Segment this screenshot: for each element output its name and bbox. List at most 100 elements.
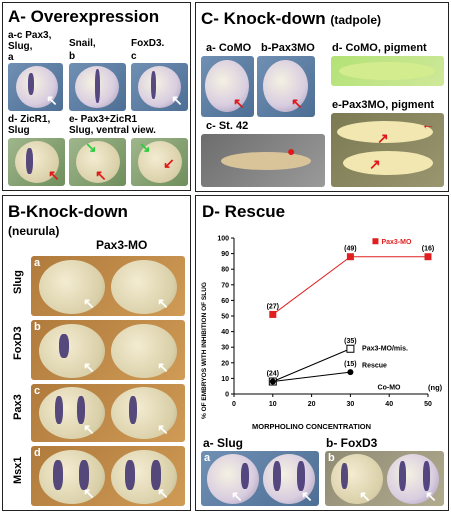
data-label: (16)	[422, 246, 434, 253]
panel-c-subtitle: (tadpole)	[330, 13, 382, 27]
arrow-icon: ↖	[291, 95, 303, 111]
x-tick-label: 50	[424, 401, 432, 408]
image-c-a-como: ↖	[201, 56, 254, 117]
arrow-icon: ↖	[231, 488, 243, 504]
arrow-icon: ↖	[46, 92, 58, 108]
y-tick-label: 20	[221, 360, 229, 367]
legend-label: Pax3-MO/mis.	[362, 345, 408, 352]
label-c-letter: c	[131, 51, 137, 62]
panel-c-title-text: C- Knock-down	[201, 9, 326, 28]
label-a-letter: a	[8, 52, 14, 63]
image-d-b-letter: b	[328, 452, 335, 464]
arrow-icon: ↘	[139, 139, 151, 155]
arrow-icon: ↖	[83, 359, 95, 375]
data-label: (27)	[267, 303, 279, 310]
image-d-zicr1-slug: ↖	[8, 138, 65, 186]
panel-a-title: A- Overexpression	[8, 7, 160, 26]
y-tick-label: 50	[221, 314, 229, 321]
image-b-row-d: d ↖ ↖	[31, 446, 185, 506]
data-point	[346, 253, 354, 261]
label-e-line1: e- Pax3+ZicR1	[69, 114, 138, 125]
label-c-line1: FoxD3.	[131, 38, 165, 49]
y-tick-label: 80	[221, 267, 229, 274]
legend-label: Pax3-MO	[381, 239, 412, 246]
label-d-b: b- FoxD3	[326, 436, 378, 450]
arrow-icon: ↙	[163, 155, 175, 171]
arrow-icon: ↗	[377, 130, 389, 146]
image-e2-pax3-zicr1: ↘ ↙	[131, 138, 188, 186]
y-axis-label: % OF EMBRYOS WITH INHIBITION OF SLUG	[201, 282, 208, 419]
panel-c-knockdown-tadpole: C- Knock-down (tadpole) a- CoMO b-Pax3MO…	[195, 2, 449, 192]
image-c-pax3-foxd3: ↖	[131, 63, 188, 111]
x-tick-label: 10	[269, 401, 277, 408]
row-letter-d: d	[34, 447, 41, 459]
arrow-icon: ↖	[359, 488, 371, 504]
data-label: (15)	[344, 361, 356, 368]
arrow-icon: ↖	[157, 295, 169, 311]
image-c-b-pax3mo: ↖	[257, 56, 315, 117]
rescue-chart: % OF EMBRYOS WITH INHIBITION OF SLUG MOR…	[201, 236, 443, 432]
panel-b-knockdown-neurula: B-Knock-down (neurula) Pax3-MO Slug a ↖ …	[2, 195, 191, 511]
arrow-icon: ←	[421, 116, 435, 132]
arrow-icon: ↖	[171, 92, 183, 108]
y-tick-label: 60	[221, 298, 229, 305]
arrow-icon: ↖	[95, 167, 107, 183]
data-label: (35)	[344, 338, 356, 345]
row-marker-pax3: Pax3	[12, 394, 24, 420]
label-c-b: b-Pax3MO	[261, 42, 315, 54]
row-marker-foxd3: FoxD3	[12, 326, 24, 360]
x-tick-label: 30	[347, 401, 355, 408]
image-c-d-como-pigment	[331, 56, 444, 86]
y-tick-label: 0	[225, 392, 229, 399]
panel-d-title: D- Rescue	[202, 202, 286, 221]
label-a-line1: a-c Pax3,	[8, 30, 52, 41]
image-b-row-a: a ↖ ↖	[31, 256, 185, 316]
arrow-icon: ↖	[157, 359, 169, 375]
image-d-a-letter: a	[204, 452, 211, 464]
image-b-row-b: b ↖ ↖	[31, 320, 185, 380]
panel-b-title: B-Knock-down	[8, 202, 128, 221]
label-c-c: c- St. 42	[206, 120, 249, 132]
legend-label: Rescue	[362, 362, 387, 369]
row-marker-msx1: Msx1	[12, 456, 24, 484]
image-b-row-c: c ↖ ↖	[31, 384, 185, 442]
image-d-a-slug: a ↖ ↖	[201, 451, 319, 506]
arrow-icon: ↖	[83, 295, 95, 311]
arrow-icon: ↖	[301, 488, 313, 504]
row-letter-b: b	[34, 321, 41, 333]
row-letter-a: a	[34, 257, 41, 269]
arrow-icon: ↖	[157, 485, 169, 501]
arrow-icon: ●	[287, 143, 296, 159]
label-d-line1: d- ZicR1,	[8, 114, 51, 125]
arrow-icon: ↖	[233, 95, 245, 111]
y-tick-label: 10	[221, 376, 229, 383]
label-b-line1: Snail,	[69, 38, 96, 49]
image-c-c-st42: ●	[201, 134, 325, 187]
y-tick-label: 40	[221, 329, 229, 336]
legend-label: Co-MO	[378, 384, 401, 391]
x-tick-label: 40	[385, 401, 393, 408]
row-marker-slug: Slug	[12, 270, 24, 294]
x-axis-label: MORPHOLINO CONCENTRATION	[252, 422, 371, 431]
data-point	[269, 378, 276, 385]
label-d-line2: Slug	[8, 125, 30, 136]
x-tick-label: 20	[308, 401, 316, 408]
label-a-line2: Slug,	[8, 41, 33, 52]
label-e-line2: Slug, ventral view.	[69, 125, 156, 136]
data-point	[269, 310, 277, 318]
panel-c-title: C- Knock-down (tadpole)	[201, 9, 381, 29]
data-point	[346, 344, 355, 353]
legend-marker	[372, 238, 379, 245]
x-axis-unit: (ng)	[428, 383, 443, 392]
label-b-letter: b	[69, 51, 76, 62]
data-point	[347, 369, 354, 376]
image-c-e-pax3mo-pigment: ↗ ← ↗	[331, 113, 444, 187]
arrow-icon: ↖	[48, 167, 60, 183]
data-label: (49)	[344, 246, 356, 253]
data-point	[424, 253, 432, 261]
data-label: (24)	[267, 371, 279, 378]
arrow-icon: ↘	[85, 139, 97, 155]
label-c-e: e-Pax3MO, pigment	[332, 99, 435, 111]
label-c-a: a- CoMO	[206, 42, 252, 54]
arrow-icon: ↖	[83, 421, 95, 437]
